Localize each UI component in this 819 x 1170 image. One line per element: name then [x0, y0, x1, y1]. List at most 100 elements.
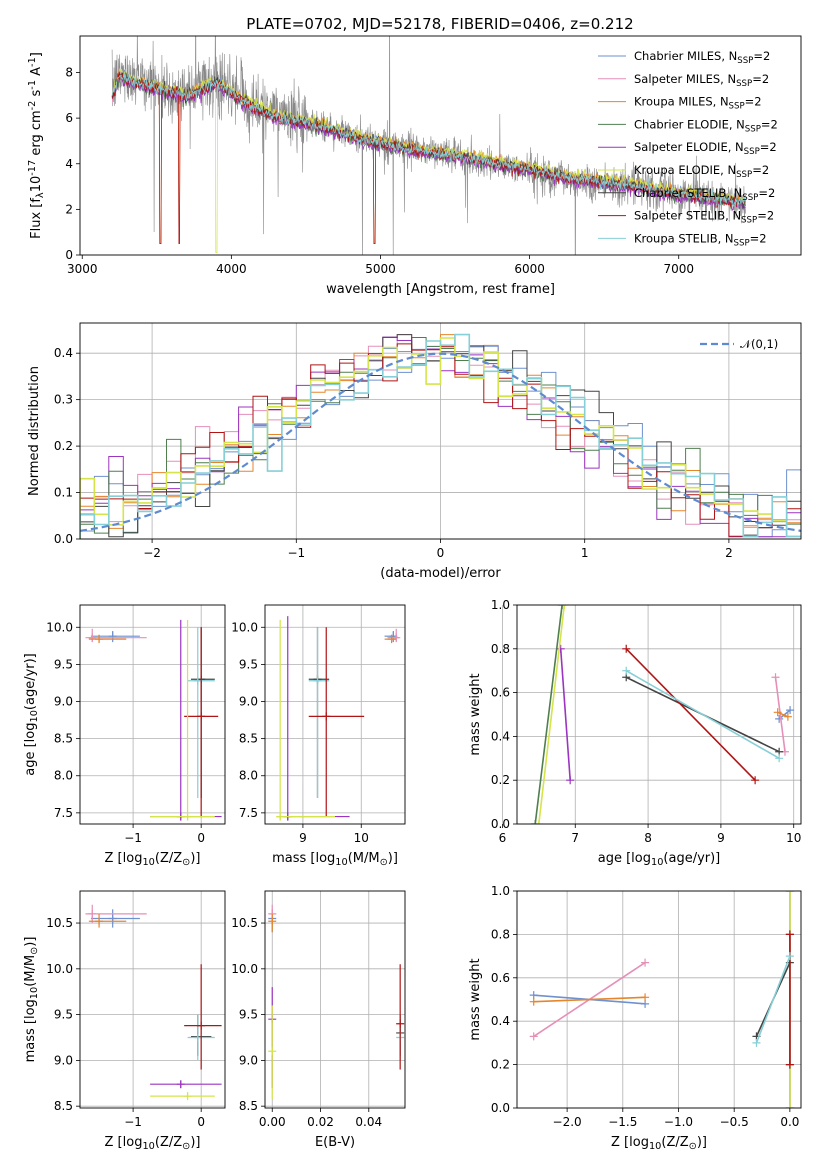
y-tick-label: 0.0 [491, 817, 510, 831]
y-tick-label: 9.0 [54, 1053, 73, 1067]
y-tick-label: 0.0 [54, 532, 73, 546]
x-tick-label: 4000 [216, 262, 247, 276]
point-marker [556, 644, 565, 653]
point-marker [396, 1019, 405, 1028]
chart-weight_vs_age: 6 7 8 9 10 0.0 0.2 0.4 0.6 0.8 1.0 age [log10(age/y… [468, 598, 802, 868]
x-tick-label: −2 [143, 546, 161, 560]
legend-entry: Salpeter ELODIE, NSSP=2 [634, 140, 777, 157]
x-tick-label: 0.04 [355, 1115, 382, 1129]
plot-area [531, 605, 795, 824]
x-tick-label: 0.0 [780, 1115, 799, 1129]
weight-pair-krou-miles [773, 708, 792, 721]
x-tick-label: 1 [581, 546, 589, 560]
gaussian-curve [80, 352, 801, 532]
y-tick-label: 8.5 [54, 1099, 73, 1113]
legend-entry: Kroupa ELODIE, NSSP=2 [634, 163, 769, 180]
plot-area [529, 891, 794, 1108]
data-point-salp-elodie [150, 619, 222, 821]
weight-line [777, 711, 789, 718]
point-marker [276, 812, 285, 821]
y-tick-label: 0.2 [54, 439, 73, 453]
x-axis-label: E(B-V) [315, 1135, 355, 1150]
x-tick-label: 0 [197, 831, 205, 845]
point-marker [529, 997, 538, 1006]
y-tick-label: 0.4 [491, 729, 510, 743]
plot-area [276, 616, 401, 821]
x-tick-label: 6 [499, 831, 507, 845]
weight-line [625, 648, 756, 781]
y-tick-label: 10.5 [46, 916, 73, 930]
x-tick-label: 0 [437, 546, 445, 560]
x-axis-label: Z [log10(Z/Z⊙)] [105, 1135, 201, 1152]
data-point-salp-elodie [276, 616, 350, 821]
x-tick-label: 3000 [67, 262, 98, 276]
x-tick-label: −0.5 [720, 1115, 749, 1129]
point-marker [622, 666, 631, 675]
point-marker [534, 820, 543, 824]
y-tick-label: 9.0 [239, 695, 258, 709]
figure-title: PLATE=0702, MJD=52178, FIBERID=0406, z=0… [246, 15, 633, 33]
point-marker [183, 1092, 192, 1101]
point-marker [622, 644, 631, 653]
y-tick-label: 2 [65, 202, 73, 216]
weight-pair-salp-stelib [785, 930, 794, 1069]
y-axis-label: mass [log10(M/M⊙)] [23, 937, 40, 1063]
y-axis-label: age [log10(age/yr)] [23, 653, 40, 776]
plot-area [85, 619, 222, 821]
x-tick-label: −2.0 [553, 1115, 582, 1129]
model-spectrum-krou-stelib [111, 72, 746, 209]
model-spectrum-krou-elodie [111, 67, 746, 254]
data-point-salp-stelib [184, 964, 222, 1070]
data-point-chab-miles [384, 630, 398, 643]
y-axis-label: mass weight [468, 673, 483, 755]
x-tick-label: 2 [725, 546, 733, 560]
plot-area [85, 904, 222, 1101]
data-point-krou-miles [268, 913, 277, 933]
y-tick-label: 0.6 [491, 686, 510, 700]
point-marker [558, 605, 567, 609]
weight-pair-krou-stelib [622, 666, 784, 763]
axes-frame [79, 890, 226, 1109]
data-point-krou-miles [384, 634, 397, 644]
y-tick-label: 10.0 [46, 962, 73, 976]
spectrum-legend: Chabrier MILES, NSSP=2 Salpeter MILES, NS… [598, 49, 778, 248]
x-axis-label: wavelength [Angstrom, rest frame] [326, 282, 555, 297]
data-point-krou-miles [88, 913, 127, 928]
point-marker [193, 1033, 202, 1042]
chart-spectrum: 3000 4000 5000 6000 7000 0 2 4 6 8 wavelength [Ang… [27, 35, 802, 297]
x-tick-label: 10 [786, 831, 801, 845]
x-axis-label: (data-model)/error [380, 566, 501, 581]
axes-frame [264, 890, 406, 1109]
x-tick-label: 0.00 [259, 1115, 286, 1129]
x-axis-label: age [log10(age/yr)] [598, 851, 721, 868]
weight-pair-salp-stelib [622, 644, 760, 785]
weight-line [533, 996, 646, 1003]
data-point-salp-elodie [150, 1080, 222, 1089]
weight-line [534, 605, 563, 824]
point-marker [560, 605, 569, 609]
point-marker [531, 820, 540, 824]
data-point-salp-miles [85, 904, 147, 924]
point-marker [785, 930, 794, 939]
x-tick-label: −1 [287, 546, 305, 560]
plot-area [80, 333, 801, 539]
y-tick-label: 7.5 [239, 806, 258, 820]
point-marker [268, 1047, 277, 1056]
plot-area [268, 904, 405, 1099]
point-marker [95, 635, 104, 644]
x-tick-label: 7 [571, 831, 579, 845]
point-marker [785, 891, 794, 895]
y-tick-label: 8.5 [239, 1099, 258, 1113]
point-marker [322, 712, 331, 721]
y-tick-label: 0.4 [491, 1014, 510, 1028]
y-tick-label: 0.6 [491, 971, 510, 985]
y-tick-label: 1.0 [491, 884, 510, 898]
point-marker [95, 917, 104, 926]
point-marker [641, 958, 650, 967]
y-tick-label: 8.5 [239, 732, 258, 746]
x-tick-label: 9 [299, 831, 307, 845]
point-marker [176, 1080, 185, 1089]
axes-frame [516, 604, 802, 825]
chart-age_vs_mass: 9 10 7.5 8.0 8.5 9.0 9.5 10.0 mass [log10(M/M⊙)] [231, 604, 406, 868]
point-marker [566, 776, 575, 785]
